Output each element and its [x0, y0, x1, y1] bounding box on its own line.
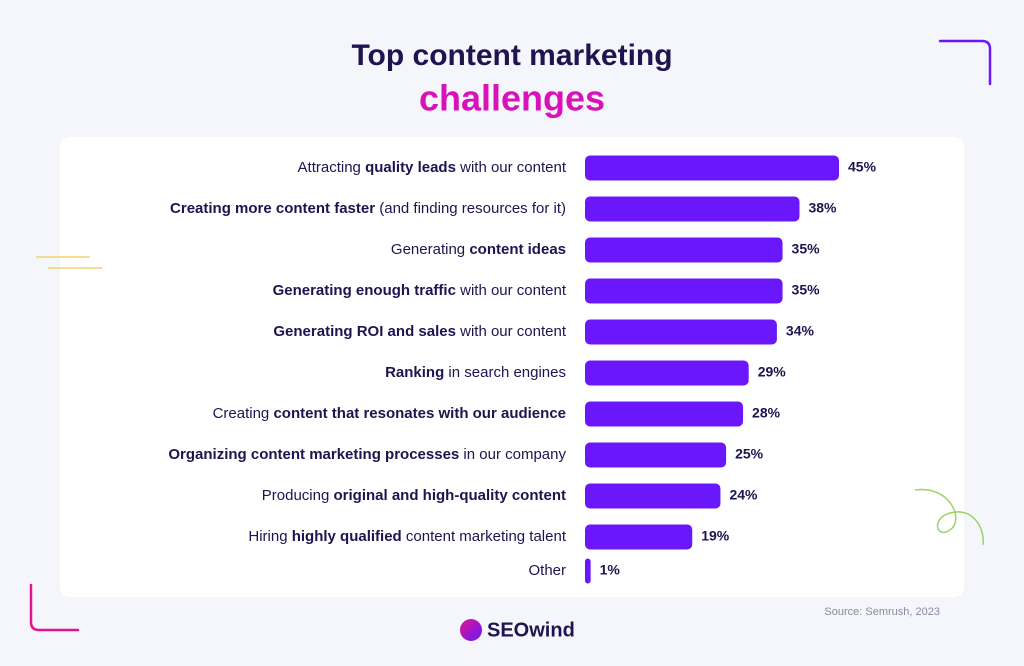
category-label-part: content that resonates with our audience: [273, 405, 566, 422]
category-label: Attracting quality leads with our conten…: [298, 159, 567, 176]
category-label: Other: [528, 562, 566, 579]
category-label: Creating more content faster (and findin…: [170, 200, 566, 217]
category-label: Hiring highly qualified content marketin…: [248, 528, 566, 545]
category-label: Generating ROI and sales with our conten…: [273, 323, 566, 340]
category-label-part: content ideas: [469, 241, 566, 258]
value-label: 28%: [752, 405, 781, 421]
category-label-part: Ranking: [385, 364, 444, 381]
value-label: 34%: [786, 323, 815, 339]
value-label: 45%: [848, 159, 877, 175]
bar: [585, 401, 744, 427]
bar: [585, 196, 800, 222]
category-label-part: in our company: [459, 446, 566, 463]
value-label: 29%: [758, 364, 787, 380]
category-label-part: in search engines: [444, 364, 566, 381]
bar: [585, 237, 783, 263]
category-label: Generating enough traffic with our conte…: [273, 282, 567, 299]
bar: [585, 558, 591, 584]
value-label: 24%: [729, 487, 758, 503]
value-label: 35%: [792, 282, 821, 298]
category-label-part: Other: [528, 562, 566, 579]
brand-logo: [460, 619, 482, 641]
category-label-part: Hiring: [248, 528, 291, 545]
source: Source: Semrush, 2023: [824, 606, 940, 618]
category-label-part: Generating ROI and sales: [273, 323, 456, 340]
category-label-part: with our content: [456, 282, 567, 299]
category-label-part: Attracting: [298, 159, 366, 176]
value-label: 19%: [701, 528, 730, 544]
bar: [585, 278, 783, 304]
bar: [585, 524, 693, 550]
bar: [585, 483, 721, 509]
category-label: Generating content ideas: [391, 241, 566, 258]
value-label: 38%: [808, 200, 837, 216]
category-label: Ranking in search engines: [385, 364, 566, 381]
category-label-part: quality leads: [365, 159, 456, 176]
chart-title: Top content marketing: [351, 39, 672, 72]
category-label-part: Creating: [213, 405, 274, 422]
chart-title-highlight: challenges: [419, 78, 605, 119]
decoration: [938, 39, 992, 86]
category-label-part: Organizing content marketing processes: [168, 446, 459, 463]
value-label: 35%: [792, 241, 821, 257]
bar: [585, 155, 839, 181]
category-label-part: Generating: [391, 241, 469, 258]
value-label: 25%: [735, 446, 764, 462]
decoration: [29, 583, 80, 632]
category-label-part: with our content: [456, 323, 567, 340]
category-label-part: Creating more content faster: [170, 200, 375, 217]
category-label: Producing original and high-quality cont…: [262, 487, 566, 504]
category-label: Creating content that resonates with our…: [213, 405, 566, 422]
category-label-part: Generating enough traffic: [273, 282, 456, 299]
category-label-part: original and high-quality content: [334, 487, 567, 504]
category-label-part: Producing: [262, 487, 334, 504]
category-label-part: highly qualified: [292, 528, 402, 545]
bar: [585, 360, 749, 386]
category-label: Organizing content marketing processes i…: [168, 446, 566, 463]
category-label-part: content marketing talent: [402, 528, 567, 545]
bar: [585, 319, 777, 345]
category-label-part: with our content: [456, 159, 567, 176]
decoration: [914, 488, 984, 546]
bar: [585, 442, 727, 468]
value-label: 1%: [600, 562, 621, 578]
category-label-part: (and finding resources for it): [375, 200, 566, 217]
brand: SEOwind: [487, 619, 575, 641]
